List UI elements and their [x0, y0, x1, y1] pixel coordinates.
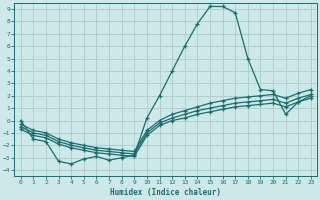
X-axis label: Humidex (Indice chaleur): Humidex (Indice chaleur)	[110, 188, 221, 197]
